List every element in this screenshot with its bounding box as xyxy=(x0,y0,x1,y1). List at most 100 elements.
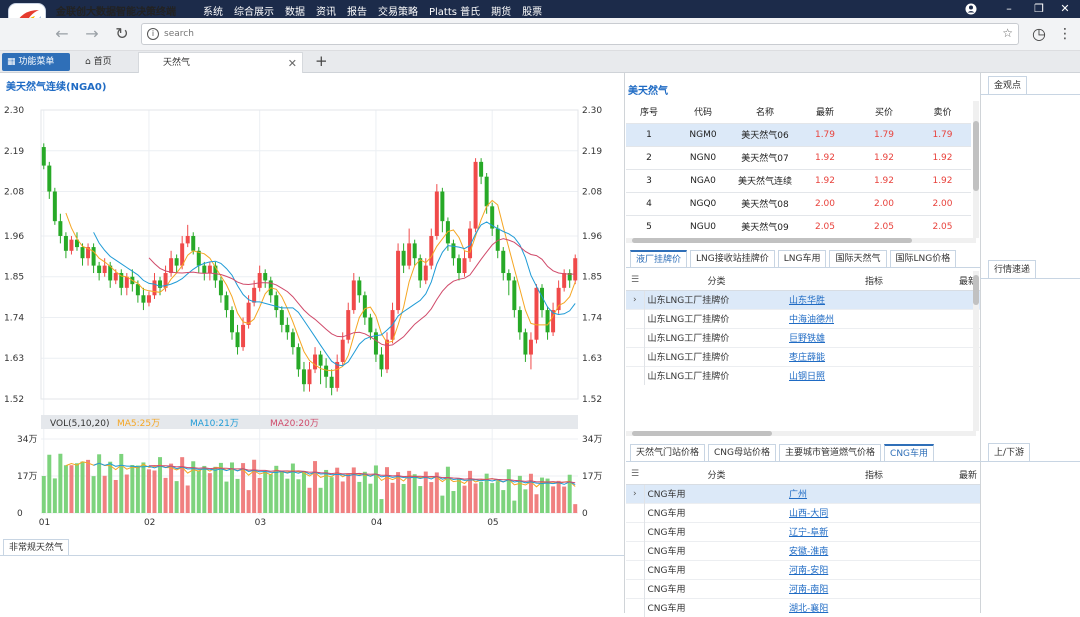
table-row[interactable]: 山东LNG工厂挂牌价 山钢日照 xyxy=(626,365,981,385)
address-bar[interactable]: i ☆ xyxy=(141,23,1019,45)
candle-body xyxy=(412,243,417,259)
lng-hscrollbar[interactable] xyxy=(626,431,976,436)
tab-cng_tabs-2[interactable]: 主要城市管道燃气价格 xyxy=(779,444,882,461)
back-icon[interactable]: ← xyxy=(55,24,69,43)
new-tab-icon[interactable]: + xyxy=(315,52,328,70)
table-row[interactable]: CNG车用 湖北-襄阳 xyxy=(626,597,981,617)
table-row[interactable]: 山东LNG工厂挂牌价 中海油德州 xyxy=(626,308,981,328)
column-header[interactable]: 分类 xyxy=(644,271,789,291)
menu-item[interactable]: 资讯 xyxy=(316,7,336,18)
star-icon[interactable]: ☆ xyxy=(1002,26,1013,40)
tab-lng_tabs-3[interactable]: 国际天然气 xyxy=(829,250,887,267)
category-cell: CNG车用 xyxy=(644,521,789,541)
menu-item[interactable]: 报告 xyxy=(347,7,367,18)
menu-item[interactable]: Platts 普氏 xyxy=(429,7,481,18)
tab-cng_tabs-0[interactable]: 天然气门站价格 xyxy=(630,444,706,461)
tab-unconventional-gas[interactable]: 非常规天然气 xyxy=(3,539,70,555)
list-icon[interactable]: ☰ xyxy=(626,465,644,485)
tab-cng_tabs-1[interactable]: CNG母站价格 xyxy=(708,444,777,461)
indicator-link[interactable]: 广州 xyxy=(789,490,808,500)
volume-bar xyxy=(290,463,295,513)
list-icon[interactable]: ☰ xyxy=(626,271,644,291)
price-chart[interactable]: 2.30 2.30 2.19 2.19 2.08 2.08 1.96 1.96 1.85 1.85… xyxy=(0,95,624,535)
indicator-link[interactable]: 湖北-襄阳 xyxy=(789,604,829,615)
column-header[interactable]: 最新 xyxy=(959,465,981,485)
menu-item[interactable]: 系统 xyxy=(203,7,223,18)
volume-bar xyxy=(484,473,489,513)
column-header[interactable]: 代码 xyxy=(693,108,712,119)
column-header[interactable]: 卖价 xyxy=(933,108,952,119)
menu-item[interactable]: 综合展示 xyxy=(234,7,274,18)
indicator-link[interactable]: 山西-大同 xyxy=(789,509,829,519)
minimize-icon[interactable]: – xyxy=(1006,2,1012,15)
indicator-link[interactable]: 山东华胜 xyxy=(789,296,826,306)
function-menu-button[interactable]: ▦ 功能菜单 xyxy=(2,53,70,71)
panel-tab-market-express[interactable]: 行情速递 xyxy=(988,260,1037,279)
volume-bar xyxy=(501,490,506,513)
indicator-link[interactable]: 中海油德州 xyxy=(789,315,835,325)
indicator-link[interactable]: 河南-安阳 xyxy=(789,566,829,576)
panel-tab-up-downstream[interactable]: 上/下游 xyxy=(988,443,1031,462)
candle-body xyxy=(102,265,107,274)
lng-scrollbar[interactable] xyxy=(973,271,979,431)
tab-lng_tabs-1[interactable]: LNG接收站挂牌价 xyxy=(690,250,775,267)
table-row[interactable]: › CNG车用 广州 xyxy=(626,483,981,503)
table-row[interactable]: › 山东LNG工厂挂牌价 山东华胜 xyxy=(626,289,981,309)
column-header[interactable]: 序号 xyxy=(639,108,658,119)
table-row[interactable]: 山东LNG工厂挂牌价 巨野铁雄 xyxy=(626,327,981,347)
refresh-icon[interactable]: ↻ xyxy=(115,24,129,43)
category-cell: 山东LNG工厂挂牌价 xyxy=(644,365,789,385)
menu-item[interactable]: 数据 xyxy=(285,7,305,18)
column-header[interactable]: 指标 xyxy=(789,465,959,485)
tab-natural-gas[interactable]: 天然气 ✕ xyxy=(138,52,303,73)
indicator-link[interactable]: 山钢日照 xyxy=(789,372,826,383)
indicator-link[interactable]: 辽宁-阜新 xyxy=(789,528,829,538)
table-cell: 美天然气08 xyxy=(734,191,796,215)
quotes-hscrollbar[interactable] xyxy=(626,238,976,243)
tab-lng_tabs-4[interactable]: 国际LNG价格 xyxy=(889,250,957,267)
function-menu-label: 功能菜单 xyxy=(18,57,55,67)
candle-body xyxy=(207,265,212,274)
tab-home[interactable]: ⌂ 首页 xyxy=(78,53,136,71)
more-icon[interactable]: ⋮ xyxy=(1058,26,1072,42)
indicator-link[interactable]: 巨野铁雄 xyxy=(789,334,826,344)
menu-item[interactable]: 期货 xyxy=(491,7,512,18)
close-tab-icon[interactable]: ✕ xyxy=(287,57,297,70)
table-row[interactable]: CNG车用 山西-大同 xyxy=(626,502,981,522)
column-header[interactable]: 分类 xyxy=(644,465,789,485)
table-row[interactable]: 5 NGU0 美天然气09 2.05 2.05 2.05 xyxy=(626,214,971,238)
column-header[interactable]: 名称 xyxy=(755,108,774,119)
table-row[interactable]: 3 NGA0 美天然气连续 1.92 1.92 1.92 xyxy=(626,168,971,192)
history-icon[interactable]: ◷ xyxy=(1032,24,1046,43)
table-row[interactable]: 山东LNG工厂挂牌价 枣庄薛能 xyxy=(626,346,981,366)
menu-item[interactable]: 股票 xyxy=(522,7,543,18)
table-row[interactable]: CNG车用 安徽-淮南 xyxy=(626,540,981,560)
restore-icon[interactable]: ❐ xyxy=(1034,2,1044,15)
volume-legend-ma5: MA5:25万 xyxy=(117,419,160,429)
column-header[interactable]: 最新 xyxy=(815,108,834,119)
indicator-link[interactable]: 安徽-淮南 xyxy=(789,547,829,557)
search-input[interactable] xyxy=(164,27,984,41)
close-icon[interactable]: ✕ xyxy=(1060,2,1070,15)
column-header[interactable]: 指标 xyxy=(789,271,959,291)
user-icon[interactable] xyxy=(962,1,980,17)
table-row[interactable]: 4 NGQ0 美天然气08 2.00 2.00 2.00 xyxy=(626,191,971,215)
table-row[interactable]: CNG车用 河南-南阳 xyxy=(626,578,981,598)
menu-item[interactable]: 交易策略 xyxy=(378,7,418,18)
table-row[interactable]: 2 NGN0 美天然气07 1.92 1.92 1.92 xyxy=(626,145,971,169)
table-row[interactable]: CNG车用 河南-安阳 xyxy=(626,559,981,579)
volume-bar xyxy=(119,453,124,513)
indicator-link[interactable]: 河南-南阳 xyxy=(789,585,829,595)
tab-cng_tabs-3[interactable]: CNG车用 xyxy=(884,444,935,461)
forward-icon[interactable]: → xyxy=(85,24,99,43)
panel-tab-gold-view[interactable]: 金观点 xyxy=(988,76,1028,95)
table-row[interactable]: CNG车用 辽宁-阜新 xyxy=(626,521,981,541)
volume-bar xyxy=(52,478,57,513)
column-header[interactable]: 买价 xyxy=(874,108,893,119)
indicator-link[interactable]: 枣庄薛能 xyxy=(789,353,826,363)
tab-lng_tabs-0[interactable]: 液厂挂牌价 xyxy=(630,250,688,267)
chart-title: 美天然气连续(NGA0) xyxy=(6,82,107,93)
tab-lng_tabs-2[interactable]: LNG车用 xyxy=(777,250,827,267)
quotes-scrollbar[interactable] xyxy=(973,101,979,238)
table-row[interactable]: 1 NGM0 美天然气06 1.79 1.79 1.79 xyxy=(626,122,971,146)
